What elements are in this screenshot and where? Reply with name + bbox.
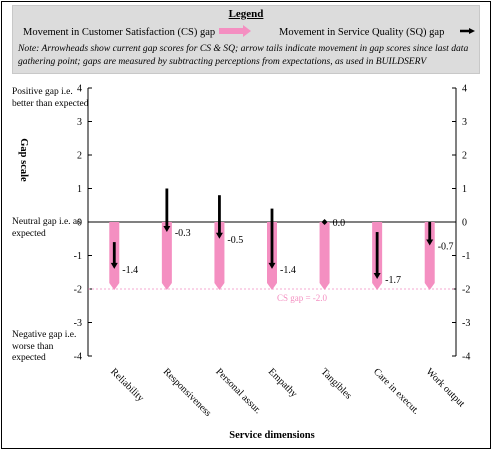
y-tick-label-left: 0 <box>77 218 82 229</box>
y-tick-label-left: 2 <box>77 151 82 162</box>
cs-arrow-head <box>319 283 330 290</box>
y-tick-label-right: -4 <box>462 352 470 363</box>
negative-gap-label: Negative gap i.e. worse than expected <box>12 330 77 363</box>
y-tick-label-left: -2 <box>74 285 82 296</box>
y-tick-label-left: -4 <box>74 352 82 363</box>
sq-arrow-marker <box>321 219 328 225</box>
x-category-label: Personal assur. <box>213 366 263 416</box>
sq-arrow-head <box>268 262 276 269</box>
y-tick-label-right: -1 <box>462 251 470 262</box>
sq-arrow-head <box>163 226 171 233</box>
cs-arrow-head <box>372 283 383 290</box>
cs-arrow-head <box>161 283 172 290</box>
cs-reference-label: CS gap = -2.0 <box>277 293 328 303</box>
sq-data-label: 0.0 <box>333 218 346 229</box>
x-category-label: Empathy <box>266 366 299 399</box>
sq-data-label: -1.4 <box>280 265 296 276</box>
sq-arrow-head <box>426 239 434 246</box>
neutral-gap-label: Neutral gap i.e. as expected <box>12 217 81 239</box>
sq-data-label: -1.7 <box>385 275 401 286</box>
x-category-label: Reliability <box>108 366 146 404</box>
y-tick-label-right: 2 <box>462 151 467 162</box>
legend-note: Note: Arrowheads show current gap scores… <box>18 43 469 67</box>
positive-gap-label: Positive gap i.e. better than expected <box>12 87 89 109</box>
cs-legend-label: Movement in Customer Satisfaction (CS) g… <box>23 27 216 38</box>
y-tick-label-left: 3 <box>77 117 82 128</box>
x-category-label: Responsiveness <box>161 366 214 419</box>
cs-arrow-head <box>267 283 277 290</box>
cs-arrow-bar <box>319 222 330 283</box>
y-tick-label-left: -1 <box>74 251 82 262</box>
sq-arrow-head <box>215 232 223 239</box>
y-tick-label-right: -2 <box>462 285 470 296</box>
cs-arrow-head <box>214 283 225 290</box>
y-tick-label-left: -3 <box>74 318 82 329</box>
y-tick-label-right: 4 <box>462 84 467 95</box>
x-category-label: Tangibles <box>318 366 353 401</box>
legend-box: Legend Movement in Customer Satisfaction… <box>12 5 480 74</box>
y-axis-title: Gap scale <box>18 138 29 182</box>
legend-title: Legend <box>228 8 264 20</box>
sq-legend-label: Movement in Service Quality (SQ) gap <box>279 27 445 38</box>
cs-arrow-bar <box>214 222 225 283</box>
y-tick-label-right: 0 <box>462 218 467 229</box>
x-axis-title: Service dimensions <box>229 430 314 441</box>
y-tick-label-right: 1 <box>462 184 467 195</box>
sq-data-label: -0.7 <box>438 241 454 252</box>
cs-arrow-bar <box>161 222 172 283</box>
sq-arrow-head <box>373 272 381 279</box>
sq-data-label: -1.4 <box>122 265 138 276</box>
sq-arrow-head <box>110 262 118 269</box>
y-tick-label-right: 3 <box>462 117 467 128</box>
cs-arrow-head <box>424 283 435 290</box>
cs-legend-arrow-head <box>243 25 251 37</box>
x-category-label: Work output <box>424 366 467 409</box>
cs-arrow-bar <box>424 222 435 283</box>
x-category-label: Care in execut. <box>371 366 421 416</box>
sq-data-label: -0.3 <box>175 228 191 239</box>
y-tick-label-left: 4 <box>77 84 82 95</box>
y-tick-label-left: 1 <box>77 184 82 195</box>
y-tick-label-right: -3 <box>462 318 470 329</box>
sq-data-label: -0.5 <box>227 235 243 246</box>
cs-arrow-head <box>109 283 120 290</box>
sq-legend-arrow-head <box>469 28 475 34</box>
